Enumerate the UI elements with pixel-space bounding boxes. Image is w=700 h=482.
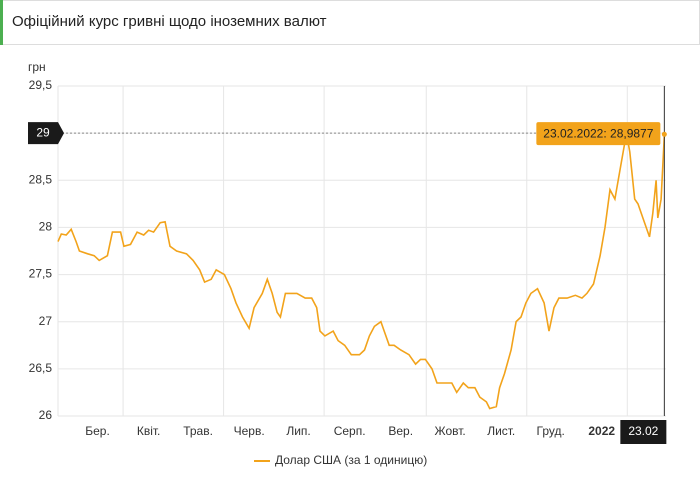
y-tick-label: 28 (39, 220, 53, 234)
x-tick-label: Бер. (85, 424, 110, 438)
tooltip-text: 23.02.2022: 28,9877 (543, 126, 653, 140)
x-tick-label: Груд. (537, 424, 565, 438)
y-tick-label: 28,5 (29, 172, 53, 186)
y-tick-label: 27,5 (29, 267, 53, 281)
x-tick-label: Трав. (183, 424, 213, 438)
x-tick-label: 2022 (588, 424, 615, 438)
crosshair-x-box (620, 420, 667, 444)
x-tick-label: Серп. (334, 424, 366, 438)
hover-point (661, 131, 667, 137)
y-tick-label: 27 (39, 314, 53, 328)
header-accent (0, 0, 3, 45)
x-tick-label: Вер. (388, 424, 413, 438)
x-tick-label: Жовт. (435, 424, 466, 438)
y-tick-label: 26 (39, 408, 53, 422)
tooltip-box (536, 122, 661, 146)
x-tick-label: Лист. (487, 424, 515, 438)
y-tick-label: 26,5 (29, 361, 53, 375)
header-box (0, 0, 700, 45)
y-tick-label: 29,5 (29, 78, 53, 92)
chart-title: Офіційний курс гривні щодо іноземних вал… (12, 13, 327, 30)
x-tick-label: Лип. (286, 424, 310, 438)
line-series (57, 132, 666, 410)
crosshair-x-label: 23.02 (628, 424, 658, 438)
x-tick-label: Квіт. (137, 424, 161, 438)
crosshair-y-label: 29 (36, 125, 50, 139)
x-tick-label: Черв. (234, 424, 265, 438)
legend-label: Долар США (за 1 одиницю) (275, 453, 427, 467)
crosshair-y-box (28, 122, 64, 145)
y-axis-label: грн (28, 60, 46, 74)
